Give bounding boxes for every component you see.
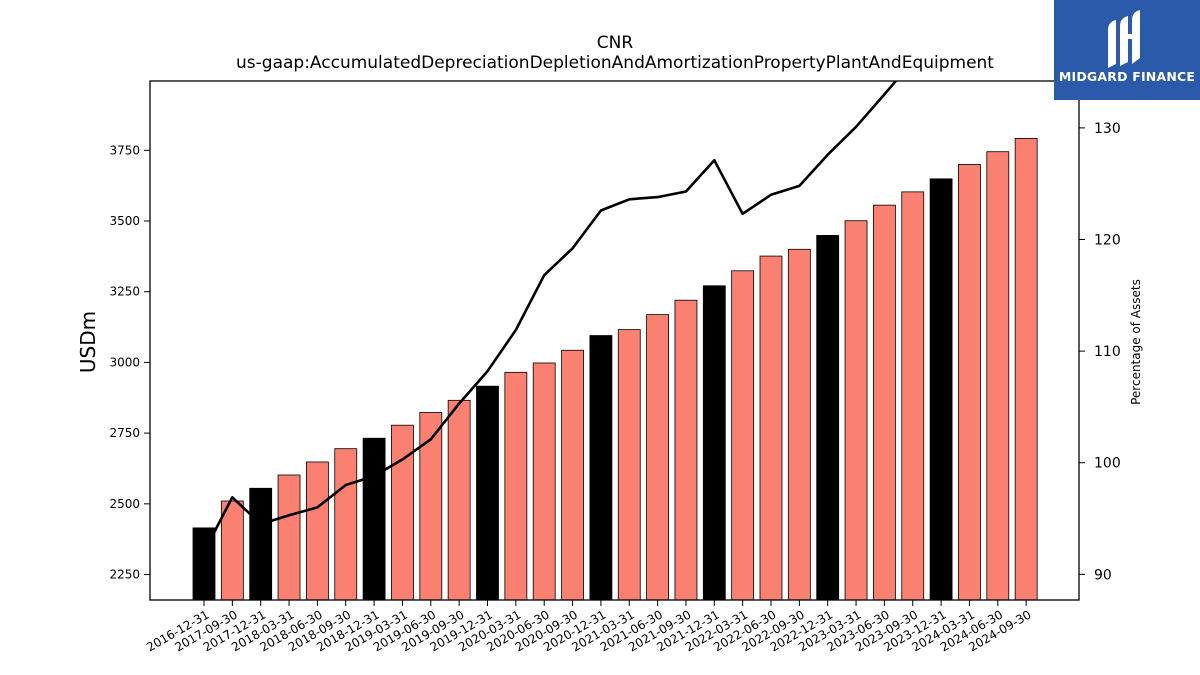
bar — [929, 178, 953, 601]
bar — [334, 448, 358, 601]
y-tick-label: 2750 — [109, 426, 140, 440]
y-tick-label: 3000 — [109, 355, 140, 369]
plot-frame — [149, 80, 1080, 601]
bar — [220, 500, 244, 601]
bar — [674, 299, 698, 601]
bar — [504, 371, 528, 601]
bar — [787, 248, 811, 601]
bar — [901, 191, 925, 601]
y-tick-label: 3750 — [109, 143, 140, 157]
y-tick-label: 2500 — [109, 497, 140, 511]
bar — [844, 220, 868, 601]
y-axis-label: USDm — [76, 311, 100, 373]
y-tick-label-right: 130 — [1094, 121, 1121, 137]
bar — [702, 285, 726, 601]
left-axis-ticks: 2250 2500 2750 3000 3250 3500 3750 — [109, 143, 150, 582]
y-tick-label: 3250 — [109, 285, 140, 299]
logo-mark-icon — [1108, 10, 1140, 68]
bar — [561, 349, 584, 601]
right-axis-ticks: 90 100 110 120 130 — [1079, 121, 1121, 583]
line-layer — [202, 81, 898, 553]
y-tick-label-right: 100 — [1094, 456, 1121, 472]
bar — [249, 487, 273, 601]
series-line — [202, 81, 898, 553]
bar — [816, 235, 840, 601]
bar — [362, 437, 386, 601]
x-axis-ticks: 2016-12-312017-09-302017-12-312018-03-31… — [144, 600, 1034, 654]
bar — [447, 399, 471, 601]
y-tick-label-right: 110 — [1094, 344, 1121, 360]
bar — [589, 335, 613, 601]
bar — [532, 362, 556, 601]
chart-title: CNR — [597, 33, 634, 53]
y-tick-label-right: 120 — [1094, 232, 1121, 248]
y-axis-label-right: Percentage of Assets — [1129, 279, 1143, 405]
bar — [646, 314, 669, 601]
bar — [958, 164, 981, 601]
bar — [1014, 138, 1038, 601]
y-tick-label-right: 90 — [1094, 567, 1112, 583]
bar — [277, 474, 301, 601]
bar — [759, 255, 783, 601]
bar — [873, 204, 896, 601]
bar — [476, 385, 499, 601]
bar — [305, 461, 329, 601]
bar — [391, 424, 414, 601]
bar — [731, 270, 755, 601]
bars-layer — [192, 138, 1038, 601]
y-tick-label: 3500 — [109, 214, 140, 228]
bar — [986, 151, 1010, 601]
brand-logo: MIDGARD FINANCE — [1054, 0, 1200, 100]
chart-subtitle: us-gaap:AccumulatedDepreciationDepletion… — [236, 53, 994, 73]
logo-text: MIDGARD FINANCE — [1058, 69, 1196, 84]
y-tick-label: 2250 — [109, 568, 140, 582]
bar — [617, 329, 641, 601]
